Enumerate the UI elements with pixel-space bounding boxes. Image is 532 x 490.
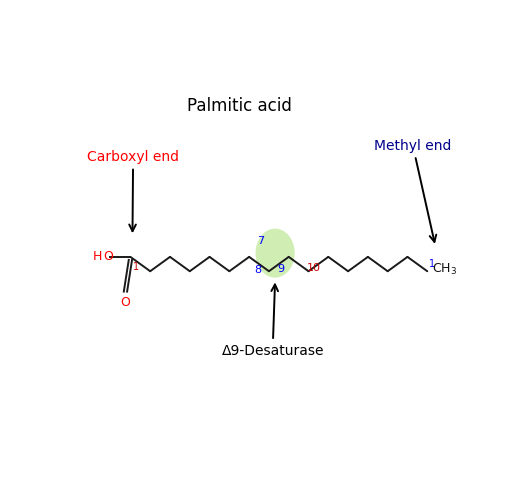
Text: Palmitic acid: Palmitic acid xyxy=(187,97,292,115)
Text: O: O xyxy=(103,250,113,264)
Text: Methyl end: Methyl end xyxy=(374,139,452,242)
Text: 8: 8 xyxy=(254,265,262,275)
Text: 9: 9 xyxy=(277,265,284,274)
Text: Δ9-Desaturase: Δ9-Desaturase xyxy=(221,285,324,358)
Text: H: H xyxy=(93,250,102,264)
Text: 1: 1 xyxy=(429,259,436,270)
Text: 1: 1 xyxy=(133,262,139,272)
Text: 10: 10 xyxy=(306,263,320,273)
Ellipse shape xyxy=(255,228,295,278)
Text: 7: 7 xyxy=(257,236,264,246)
Text: CH$_3$: CH$_3$ xyxy=(432,262,458,277)
Text: O: O xyxy=(121,296,130,310)
Text: Carboxyl end: Carboxyl end xyxy=(87,150,179,231)
